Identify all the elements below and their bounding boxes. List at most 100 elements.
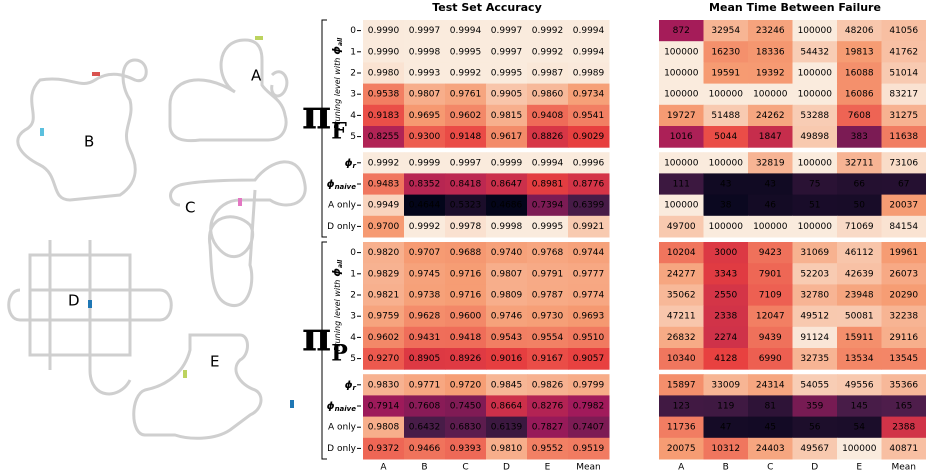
sensor: [88, 300, 92, 308]
accuracy-value: 0.7982: [573, 402, 605, 412]
mtbf-value: 11638: [889, 132, 918, 142]
mtbf-value: 119: [717, 402, 734, 412]
accuracy-cell: [363, 20, 405, 42]
accuracy-value: 0.9695: [409, 111, 441, 121]
mtbf-cell: [792, 374, 838, 396]
mtbf-value: 11736: [667, 423, 696, 433]
x-label: B: [421, 463, 427, 473]
mtbf-cell: [881, 326, 926, 349]
mtbf-value: 10340: [667, 354, 696, 364]
accuracy-value: 0.9993: [409, 69, 441, 79]
mtbf-cell: [881, 437, 926, 460]
mtbf-value: 100000: [798, 222, 833, 232]
accuracy-value: 0.7914: [368, 402, 400, 412]
accuracy-cell: [445, 263, 487, 285]
accuracy-cell: [568, 305, 610, 328]
accuracy-cell: [363, 152, 405, 174]
accuracy-cell: [568, 348, 610, 370]
row-label: A only: [328, 423, 357, 433]
accuracy-value: 0.9995: [532, 222, 564, 232]
mtbf-cell: [792, 305, 838, 328]
mtbf-cell: [748, 437, 793, 460]
mtbf-value: 15911: [845, 333, 874, 343]
mtbf-value: 91124: [800, 333, 829, 343]
mtbf-value: 145: [851, 402, 868, 412]
mtbf-value: 100000: [753, 222, 788, 232]
mtbf-value: 5044: [714, 132, 737, 142]
accuracy-value: 0.9745: [409, 269, 441, 279]
accuracy-value: 0.9990: [368, 47, 400, 57]
accuracy-cell: [363, 374, 405, 396]
mtbf-value: 32780: [800, 291, 829, 301]
accuracy-value: 0.9996: [573, 158, 605, 168]
mtbf-value: 16088: [845, 69, 874, 79]
accuracy-title: Test Set Accuracy: [432, 1, 542, 14]
mtbf-value: 26832: [667, 333, 696, 343]
mtbf-cell: [792, 152, 838, 174]
mtbf-value: 16230: [711, 47, 740, 57]
mtbf-value: 100000: [709, 158, 744, 168]
mtbf-cell: [659, 348, 704, 370]
mtbf-cell: [659, 284, 704, 307]
mtbf-value: 32735: [800, 354, 829, 364]
mtbf-cell: [748, 348, 793, 370]
accuracy-cell: [445, 284, 487, 307]
accuracy-cell: [568, 215, 610, 238]
accuracy-value: 0.9821: [368, 291, 400, 301]
accuracy-cell: [527, 284, 569, 307]
mtbf-value: 45: [765, 423, 776, 433]
mtbf-cell: [881, 284, 926, 307]
accuracy-value: 0.8352: [409, 180, 441, 190]
accuracy-value: 0.7407: [573, 423, 605, 433]
accuracy-cell: [363, 416, 405, 439]
accuracy-value: 0.9845: [491, 380, 523, 390]
accuracy-value: 0.9994: [532, 158, 564, 168]
mtbf-cell: [748, 104, 793, 127]
accuracy-value: 0.6399: [573, 201, 605, 211]
accuracy-value: 0.9995: [450, 47, 482, 57]
accuracy-cell: [445, 395, 487, 418]
accuracy-cell: [445, 126, 487, 148]
mtbf-cell: [703, 215, 749, 238]
accuracy-value: 0.9997: [409, 26, 441, 36]
mtbf-cell: [748, 194, 793, 217]
accuracy-cell: [445, 194, 487, 217]
accuracy-cell: [568, 263, 610, 285]
accuracy-cell: [568, 173, 610, 196]
mtbf-value: 73106: [889, 158, 918, 168]
mtbf-value: 52203: [800, 269, 829, 279]
accuracy-value: 0.9994: [450, 26, 482, 36]
accuracy-value: 0.8981: [532, 180, 564, 190]
mtbf-value: 100000: [842, 444, 877, 454]
accuracy-cell: [363, 348, 405, 370]
mtbf-value: 40871: [889, 444, 918, 454]
mtbf-value: 47: [720, 423, 731, 433]
mtbf-cell: [659, 41, 704, 63]
mtbf-cell: [837, 374, 882, 396]
mtbf-value: 31275: [889, 111, 918, 121]
mtbf-value: 6990: [759, 354, 782, 364]
mtbf-cell: [748, 305, 793, 328]
mtbf-value: 83217: [889, 90, 918, 100]
accuracy-value: 0.6432: [409, 423, 441, 433]
mtbf-value: 2338: [714, 312, 737, 322]
mtbf-value: 383: [851, 132, 868, 142]
mtbf-cell: [703, 263, 749, 285]
mtbf-cell: [837, 242, 882, 264]
accuracy-value: 0.9510: [573, 333, 605, 343]
mtbf-cell: [837, 104, 882, 127]
accuracy-value: 0.9057: [573, 354, 605, 364]
mtbf-cell: [659, 305, 704, 328]
accuracy-cell: [363, 194, 405, 217]
mtbf-cell: [792, 194, 838, 217]
accuracy-cell: [568, 104, 610, 127]
mtbf-cell: [703, 395, 749, 418]
mtbf-cell: [703, 348, 749, 370]
accuracy-value: 0.8926: [450, 354, 482, 364]
y-label: Pruning level with ϕall: [330, 259, 344, 352]
mtbf-value: 10204: [667, 248, 696, 258]
mtbf-value: 872: [673, 26, 690, 36]
policy-subscript: F: [331, 119, 347, 145]
mtbf-cell: [659, 374, 704, 396]
mtbf-cell: [659, 20, 704, 42]
